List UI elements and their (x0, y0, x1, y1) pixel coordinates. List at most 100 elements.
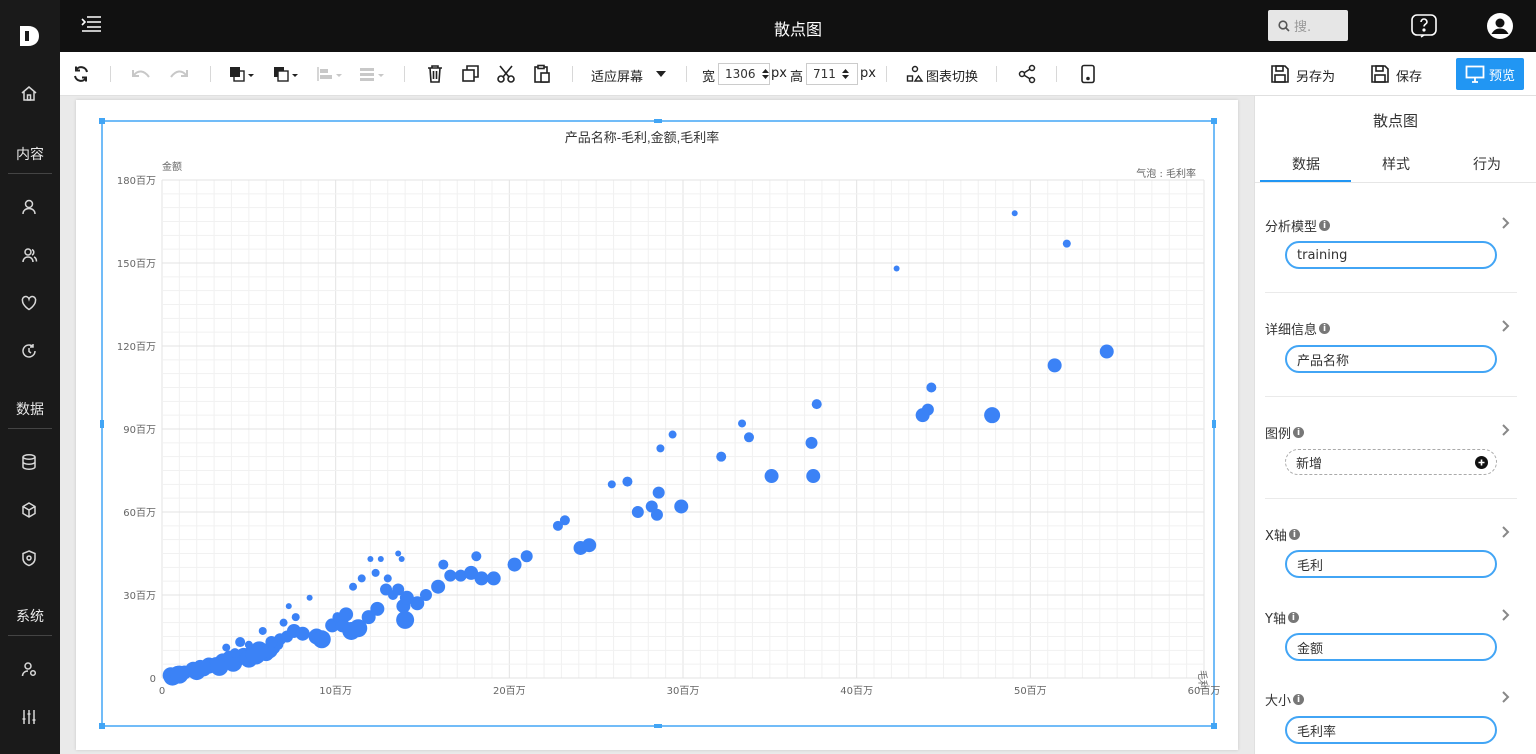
data-point (893, 265, 900, 272)
data-point (371, 568, 380, 577)
chart-switch-icon[interactable] (904, 62, 926, 86)
stepper-icon[interactable] (841, 69, 849, 79)
field-label-detail: 详细信息 i (1265, 319, 1331, 338)
data-point (265, 636, 278, 649)
info-icon[interactable]: i (1293, 427, 1305, 438)
data-point (454, 569, 467, 582)
database-icon[interactable] (18, 451, 40, 473)
width-value: 1306 (725, 67, 756, 81)
data-point (291, 613, 300, 622)
share-icon[interactable] (1016, 62, 1038, 86)
toolbar-divider (1056, 66, 1057, 82)
data-point (361, 610, 376, 625)
account-icon[interactable] (1486, 12, 1514, 40)
detail-field[interactable]: 产品名称 (1285, 345, 1497, 373)
field-label-text: 详细信息 (1265, 323, 1318, 338)
data-point (195, 660, 212, 677)
data-point (210, 657, 229, 676)
chevron-right-icon[interactable] (1501, 690, 1513, 704)
cut-icon[interactable] (495, 62, 517, 86)
sliders-icon[interactable] (18, 706, 40, 728)
data-point (631, 506, 644, 518)
legend-add-field[interactable]: 新增 (1285, 449, 1497, 475)
chevron-right-icon[interactable] (1501, 423, 1513, 437)
chevron-down-icon[interactable] (654, 62, 668, 86)
data-point (431, 579, 446, 594)
size-field[interactable]: 毛利率 (1285, 716, 1497, 744)
info-icon[interactable]: i (1293, 694, 1305, 705)
info-icon[interactable]: i (1319, 220, 1331, 231)
zoom-select[interactable]: 适应屏幕 (591, 70, 644, 85)
data-point (399, 590, 414, 605)
save-as-button[interactable]: 另存为 (1296, 70, 1336, 85)
data-point (224, 653, 243, 672)
app-logo[interactable] (14, 20, 44, 52)
chevron-right-icon[interactable] (1501, 216, 1513, 230)
paste-icon[interactable] (531, 62, 553, 86)
field-label-text: Y轴 (1265, 612, 1286, 627)
tab-style[interactable]: 样式 (1382, 157, 1410, 173)
save-button[interactable]: 保存 (1396, 70, 1423, 85)
menu-toggle-icon[interactable] (80, 14, 104, 36)
width-input[interactable]: 1306 (718, 63, 770, 85)
toolbar-divider (572, 66, 573, 82)
height-label: 高 (790, 70, 804, 85)
chevron-right-icon[interactable] (1501, 319, 1513, 333)
data-point (1062, 239, 1071, 248)
data-point (471, 551, 482, 562)
field-label-legend: 图例 i (1265, 423, 1305, 442)
data-point (383, 574, 392, 583)
save-as-icon[interactable] (1268, 62, 1292, 86)
info-icon[interactable]: i (1319, 323, 1331, 334)
user-icon[interactable] (18, 196, 40, 218)
height-unit: px (860, 66, 876, 81)
history-icon[interactable] (18, 340, 40, 362)
tab-data[interactable]: 数据 (1292, 157, 1320, 173)
mobile-icon[interactable] (1077, 62, 1099, 86)
cube-icon[interactable] (18, 499, 40, 521)
data-point (921, 403, 934, 416)
data-point (398, 556, 405, 563)
chart-switch-button[interactable]: 图表切换 (926, 70, 979, 85)
data-point (312, 630, 331, 649)
refresh-icon[interactable] (70, 62, 92, 86)
heart-icon[interactable] (18, 292, 40, 314)
undo-icon[interactable] (128, 62, 154, 86)
chevron-right-icon[interactable] (1501, 608, 1513, 622)
data-point (716, 451, 727, 462)
tab-behavior[interactable]: 行为 (1473, 157, 1501, 173)
delete-icon[interactable] (424, 62, 446, 86)
help-icon[interactable] (1410, 13, 1438, 41)
add-circle-icon[interactable] (1475, 455, 1488, 469)
data-point (279, 618, 288, 627)
info-icon[interactable]: i (1288, 529, 1300, 540)
height-input[interactable]: 711 (806, 63, 858, 85)
chevron-right-icon[interactable] (1501, 525, 1513, 539)
data-point (674, 499, 689, 514)
search-icon (1278, 19, 1290, 32)
stepper-icon[interactable] (761, 69, 769, 79)
panel-divider (1265, 396, 1517, 397)
search-input[interactable]: 搜. (1268, 10, 1348, 41)
home-icon[interactable] (18, 82, 40, 104)
copy-icon[interactable] (460, 62, 482, 86)
distribute-icon[interactable] (356, 62, 388, 86)
data-point (367, 556, 374, 563)
users-icon[interactable] (18, 244, 40, 266)
shield-icon[interactable] (18, 547, 40, 569)
send-back-icon[interactable] (270, 62, 302, 86)
model-field[interactable]: training (1285, 241, 1497, 269)
save-icon[interactable] (1368, 62, 1392, 86)
preview-label: 预览 (1488, 68, 1515, 84)
align-icon[interactable] (314, 62, 346, 86)
x-axis-field[interactable]: 毛利 (1285, 550, 1497, 578)
bring-front-icon[interactable] (226, 62, 258, 86)
data-point (520, 550, 533, 563)
preview-button[interactable]: 预览 (1456, 58, 1524, 90)
user-settings-icon[interactable] (18, 658, 40, 680)
y-axis-field[interactable]: 金额 (1285, 633, 1497, 661)
data-point (464, 565, 479, 580)
info-icon[interactable]: i (1287, 612, 1299, 623)
redo-icon[interactable] (166, 62, 192, 86)
